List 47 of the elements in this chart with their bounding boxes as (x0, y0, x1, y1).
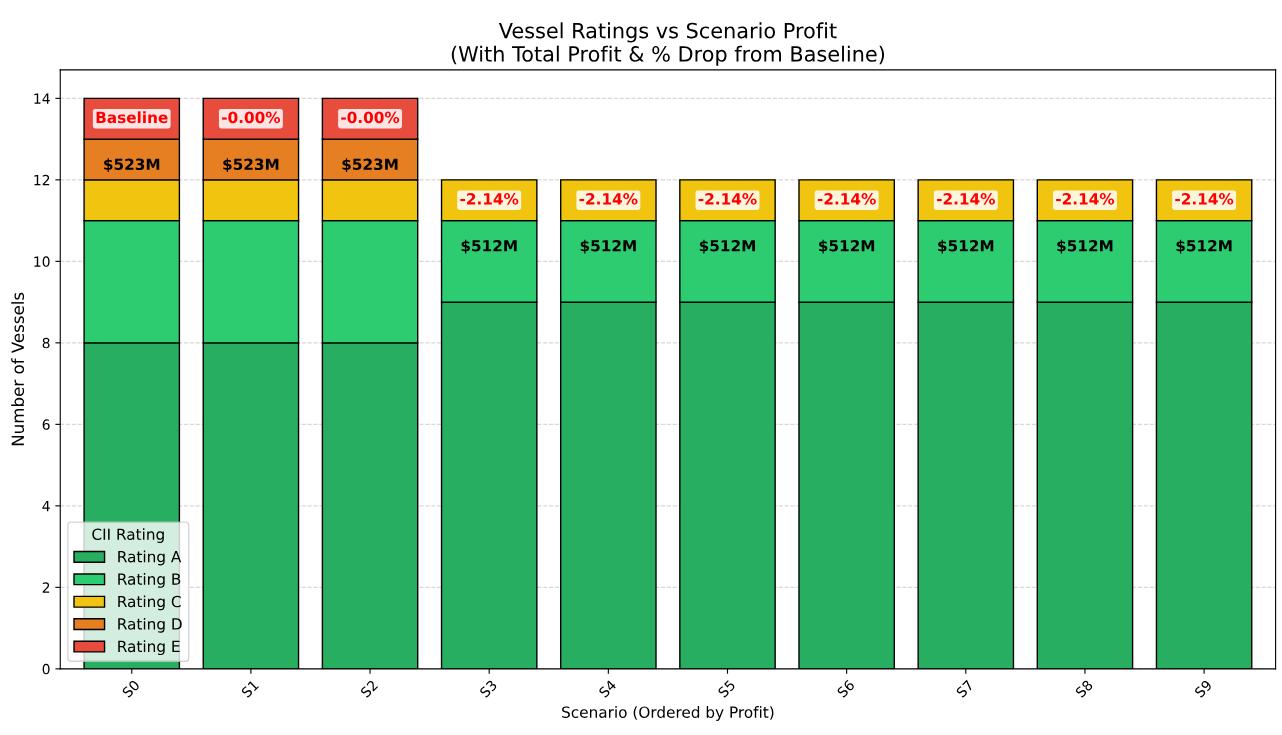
legend-label: Rating C (118, 595, 181, 611)
y-tick-label: 12 (34, 174, 50, 186)
annotation: $523M (342, 158, 398, 173)
annotation: $512M (461, 239, 517, 254)
annotation: $512M (818, 239, 875, 254)
y-axis-title: Number of Vessels (11, 292, 25, 446)
x-axis-title: Scenario (Ordered by Profit) (562, 706, 774, 721)
x-tick-label: S3 (479, 679, 498, 699)
x-tick-label: S9 (1193, 679, 1213, 699)
y-tick-label: 6 (42, 419, 50, 430)
x-tick-label: S6 (836, 679, 856, 699)
x-tick-label: S0 (121, 679, 141, 699)
y-tick-label: 14 (34, 93, 50, 104)
legend-label: Rating D (118, 617, 182, 633)
annotation: -0.00% (222, 111, 281, 124)
annotation: $512M (1176, 239, 1232, 254)
annotation: -2.14% (936, 193, 995, 205)
annotation: -2.14% (1175, 193, 1234, 205)
x-tick-label: S8 (1074, 679, 1094, 699)
annotation: -2.14% (817, 193, 876, 205)
y-tick-label: 10 (34, 256, 50, 267)
legend-label: Rating A (118, 550, 182, 566)
y-tick-label: 8 (42, 337, 50, 349)
x-tick-label: S1 (240, 679, 260, 699)
x-tick-label: S7 (955, 679, 975, 699)
y-tick-label: 0 (42, 663, 50, 675)
x-tick-label: S2 (359, 679, 379, 699)
annotation: $512M (938, 239, 994, 254)
annotation: -2.14% (579, 193, 638, 205)
annotation: Baseline (96, 111, 168, 124)
chart-title: Vessel Ratings vs Scenario Profit (With Total Profit & % Drop from Baseline) (451, 22, 885, 66)
x-tick-label: S4 (598, 679, 617, 699)
y-tick-label: 2 (42, 582, 50, 593)
annotation: -0.00% (341, 111, 400, 124)
annotation: $523M (104, 158, 160, 173)
x-tick-label: S5 (717, 679, 736, 699)
annotation: $512M (1057, 239, 1113, 254)
legend-title: CII Rating (92, 528, 164, 543)
annotation: -2.14% (698, 193, 757, 205)
legend-label: Rating B (118, 573, 181, 588)
legend-label: Rating E (118, 640, 180, 656)
annotation: -2.14% (1056, 193, 1115, 205)
annotation: -2.14% (460, 193, 519, 205)
annotation: $512M (580, 239, 636, 254)
y-tick-label: 4 (42, 501, 50, 512)
annotation: $523M (223, 158, 279, 173)
annotation: $512M (699, 239, 755, 254)
